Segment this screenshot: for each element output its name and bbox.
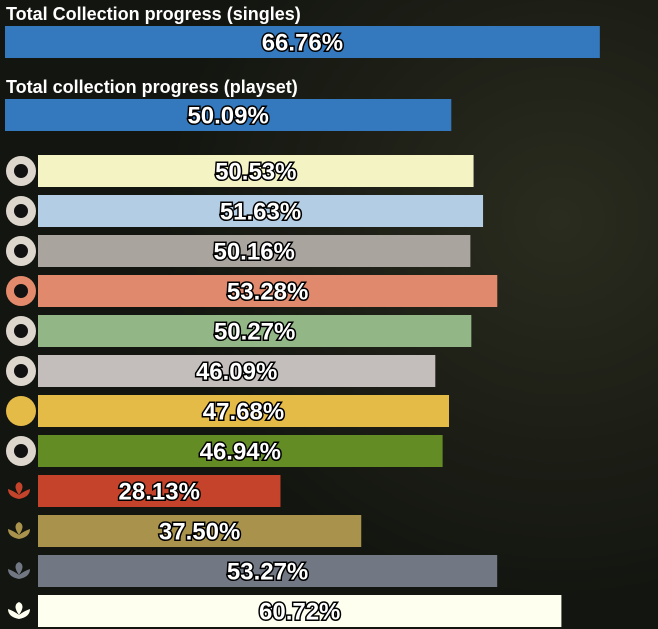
progress-bar [5,99,452,131]
progress-value: 50.16% [213,239,294,266]
progress-bar [38,155,474,187]
progress-bar [38,435,443,467]
progress-value: 47.68% [203,399,284,426]
progress-bar [38,515,362,547]
mana-glyph [14,364,28,378]
progress-value: 50.27% [214,319,295,346]
mana-glyph [14,324,28,338]
mana-glyph [14,444,28,458]
progress-bar [5,26,600,58]
lotus-icon [8,602,30,619]
mana-icon [6,396,36,426]
lotus-icon [8,482,30,499]
lotus-icon [8,522,30,539]
progress-value: 28.13% [119,479,200,506]
progress-value: 53.28% [227,279,308,306]
mana-glyph [14,204,28,218]
progress-bar [38,555,498,587]
progress-value: 37.50% [159,519,240,546]
progress-list: Total Collection progress (singles) 66.76… [5,4,600,627]
progress-value: 50.53% [215,159,296,186]
progress-bar [38,475,281,507]
progress-bar [38,195,484,227]
progress-bar [38,355,436,387]
mana-glyph [14,284,28,298]
progress-bar [38,275,498,307]
progress-value: 53.27% [227,559,308,586]
progress-bar [38,235,471,267]
progress-bar [38,595,562,627]
progress-value: 46.09% [196,359,277,386]
progress-bar [38,315,472,347]
mana-glyph [14,244,28,258]
progress-bar [38,395,450,427]
section-title: Total collection progress (playset) [6,77,298,97]
progress-value: 66.76% [262,30,343,57]
progress-value: 51.63% [220,199,301,226]
progress-value: 50.09% [187,103,268,130]
progress-value: 60.72% [259,599,340,626]
progress-value: 46.94% [200,439,281,466]
mana-glyph [14,164,28,178]
section-title: Total Collection progress (singles) [6,4,301,24]
lotus-icon [8,562,30,579]
